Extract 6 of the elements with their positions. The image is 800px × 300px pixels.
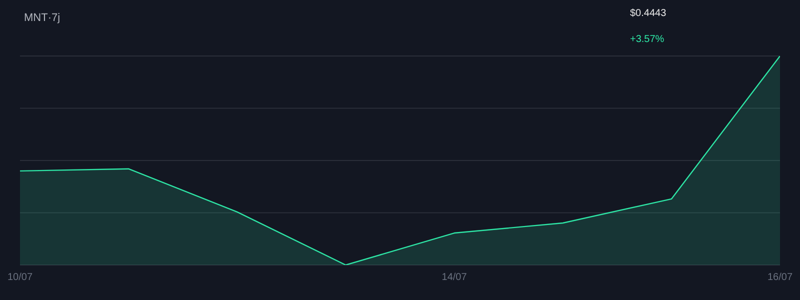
- text: $0.4443: [630, 8, 666, 19]
- chart-title: MNT·7j: [24, 12, 60, 24]
- x-tick-label: 14/07: [442, 272, 468, 284]
- text: +3.57%: [630, 34, 664, 45]
- x-tick-label: 16/07: [767, 272, 793, 284]
- x-tick-label: 10/07: [7, 272, 33, 284]
